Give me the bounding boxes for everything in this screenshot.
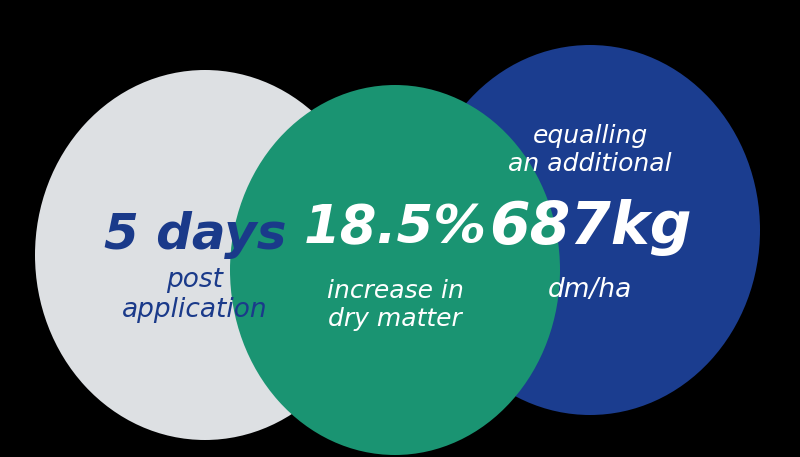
Text: dm/ha: dm/ha	[548, 277, 632, 303]
Ellipse shape	[35, 70, 375, 440]
Text: equalling
an additional: equalling an additional	[508, 124, 672, 176]
Ellipse shape	[420, 45, 760, 415]
Ellipse shape	[230, 85, 560, 455]
Text: 5 days: 5 days	[104, 211, 286, 259]
Text: post
application: post application	[122, 267, 268, 323]
Text: 687kg: 687kg	[489, 200, 691, 256]
Text: 18.5%: 18.5%	[303, 202, 486, 254]
Text: increase in
dry matter: increase in dry matter	[326, 279, 463, 331]
